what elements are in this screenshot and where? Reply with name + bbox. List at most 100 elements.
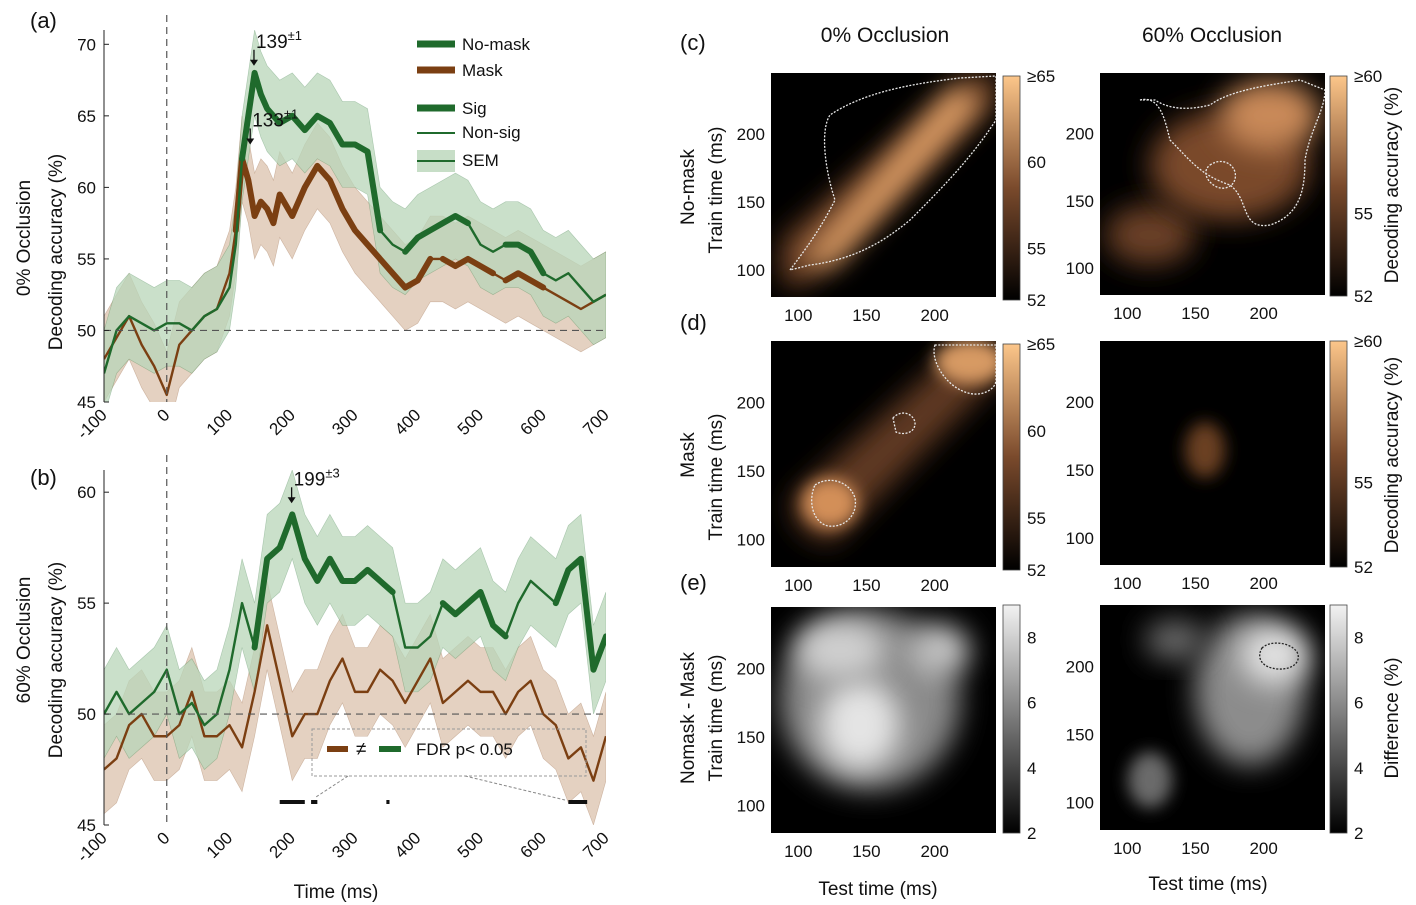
peak-label: 199±3: [294, 465, 340, 490]
colorbar-tick-label: 52: [1354, 287, 1373, 306]
legend-nonsig-label: Non-sig: [462, 123, 521, 142]
row-label-c: No-mask: [678, 148, 699, 225]
plot-area: [104, 470, 606, 825]
heatmap-x-tick-label: 200: [920, 306, 948, 325]
heatmap-d-0: [771, 341, 996, 567]
fdr-legend: ≠ FDR p< 0.05: [311, 728, 587, 801]
sem-band-mask: [104, 115, 606, 402]
panel-label-a: (a): [30, 8, 57, 33]
legend-sig-label: Sig: [462, 99, 487, 118]
ylabel-b: Decoding accuracy (%): [46, 562, 67, 758]
heatmap-y-tick-label: 150: [1066, 461, 1094, 480]
sig-segment-no-mask: [502, 241, 547, 277]
colorbar-tick-label: 6: [1354, 694, 1363, 713]
panel-label-c: (c): [680, 30, 706, 55]
heatmap-x-tick-label: 100: [1113, 839, 1141, 858]
heatmap-x-tick-label: 100: [1113, 304, 1141, 323]
heatmap-x-tick-label: 200: [1249, 839, 1277, 858]
y-tick-label: 45: [77, 393, 96, 412]
colorbar-tick-label: 55: [1354, 205, 1373, 224]
colorbar-tick-label: ≥60: [1354, 332, 1382, 351]
heatmap-x-tick-label: 150: [852, 576, 880, 595]
heatmap-y-tick-label: 100: [1066, 259, 1094, 278]
heatmap-y-tick-label: 200: [1066, 393, 1094, 412]
y-tick-label: 70: [77, 35, 96, 54]
panel-label-b: (b): [30, 465, 57, 490]
sem-band-mask: [104, 580, 606, 825]
colorbar-label-d-1: Decoding accuracy (%): [1382, 357, 1403, 553]
heatmap-y-tick-label: 150: [1066, 726, 1094, 745]
ylabel-c: Train time (ms): [706, 126, 727, 253]
x-tick-label: 0: [153, 405, 173, 425]
heatmap-y-tick-label: 200: [737, 660, 765, 679]
heatmap-y-tick-label: 200: [1066, 657, 1094, 676]
heatmap-y-tick-label: 100: [1066, 794, 1094, 813]
y-tick-label: 45: [77, 816, 96, 835]
peak-arrowhead: [246, 138, 255, 145]
colorbar-d-1: [1329, 340, 1348, 568]
peak-label-sup: ±1: [288, 28, 302, 43]
colorbar-c-0: [1002, 75, 1021, 301]
heatmap-y-tick-label: 100: [737, 261, 765, 280]
y-tick-label: 55: [77, 594, 96, 613]
plot-area: [104, 30, 606, 402]
colorbar-tick-label: 6: [1027, 694, 1036, 713]
heatmap-x-tick-label: 200: [1249, 304, 1277, 323]
heatmap-x-tick-label: 150: [852, 842, 880, 861]
heatmap-x-tick-label: 100: [784, 576, 812, 595]
sig-segment-no-mask: [251, 511, 396, 651]
x-tick-label: 700: [579, 828, 612, 861]
heatmap-y-tick-label: 150: [1066, 192, 1094, 211]
x-tick-label: 200: [266, 405, 299, 438]
peak-arrowhead: [249, 59, 258, 66]
panel-label-d: (d): [680, 310, 707, 335]
peak-label-sup: ±3: [325, 465, 339, 480]
heatmap-y-tick-label: 200: [737, 394, 765, 413]
heatmap-y-tick-label: 100: [737, 797, 765, 816]
heatmap-x-tick-label: 150: [852, 306, 880, 325]
colorbar-tick-label: 55: [1354, 473, 1373, 492]
x-tick-label: 400: [391, 405, 424, 438]
colorbar-tick-label: 4: [1027, 759, 1036, 778]
peak-label: 139±1: [256, 28, 302, 53]
colorbar-tick-label: 60: [1027, 153, 1046, 172]
heatmap-y-tick-label: 150: [737, 193, 765, 212]
y-tick-label: 65: [77, 107, 96, 126]
heatmap-x-tick-label: 100: [784, 306, 812, 325]
colorbar-tick-label: 52: [1027, 561, 1046, 580]
heatmap-x-tick-label: 100: [784, 842, 812, 861]
heatmap-y-tick-label: 200: [1066, 125, 1094, 144]
ylabel-d: Train time (ms): [706, 413, 727, 540]
peak-label-sup: ±1: [284, 106, 298, 121]
legend: No-mask Mask Sig Non-sig SEM: [417, 35, 531, 172]
x-tick-label: 100: [203, 828, 236, 861]
heatmap-x-tick-label: 200: [920, 576, 948, 595]
heatmap-y-tick-label: 150: [737, 728, 765, 747]
fdr-label: FDR p< 0.05: [416, 740, 513, 759]
col-title-1: 60% Occlusion: [1142, 24, 1282, 47]
y-tick-label: 60: [77, 483, 96, 502]
sig-segment-no-mask: [439, 589, 509, 640]
colorbar-tick-label: 4: [1354, 759, 1363, 778]
row-label-e: Nomask - Mask: [678, 652, 699, 784]
ylabel-a: Decoding accuracy (%): [46, 154, 67, 350]
colorbar-tick-label: 8: [1354, 629, 1363, 648]
y-tick-label: 50: [77, 321, 96, 340]
colorbar-c-1: [1329, 75, 1348, 297]
colorbar-tick-label: 2: [1354, 824, 1363, 843]
x-tick-label: 300: [328, 828, 361, 861]
sig-segment-no-mask: [552, 555, 606, 673]
heatmap-x-tick-label: 200: [1249, 574, 1277, 593]
x-tick-label: 700: [579, 405, 612, 438]
x-tick-label: 600: [517, 828, 550, 861]
colorbar-tick-label: ≥65: [1027, 67, 1055, 86]
colorbar-label-e-1: Difference (%): [1382, 657, 1403, 778]
x-tick-label: 500: [454, 828, 487, 861]
colorbar-tick-label: 2: [1027, 824, 1036, 843]
xlabel-b: Time (ms): [294, 882, 379, 903]
heatmap-x-tick-label: 100: [1113, 574, 1141, 593]
heatmap-c-1: [1100, 73, 1325, 295]
row-label-b: 60% Occlusion: [14, 577, 35, 704]
